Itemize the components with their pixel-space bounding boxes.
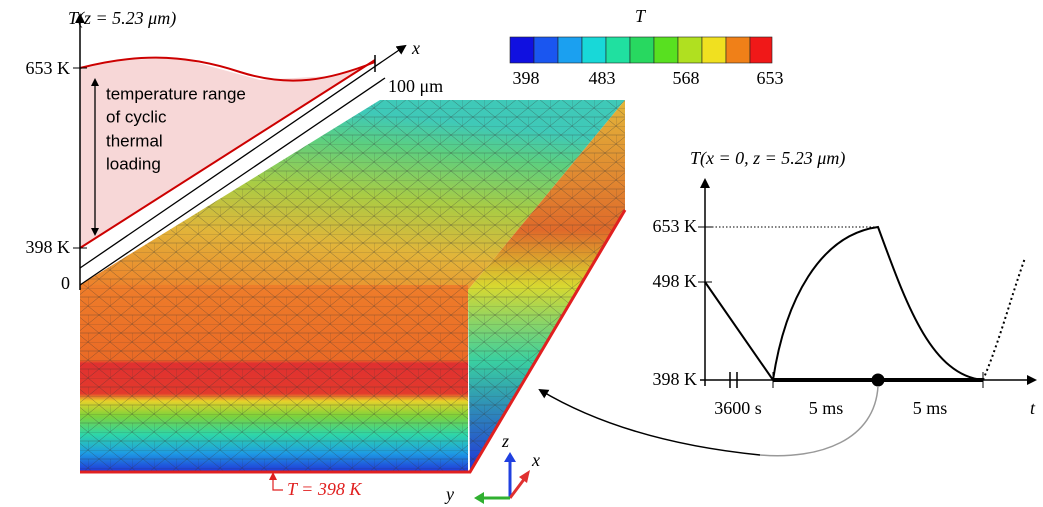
mesh-block bbox=[80, 100, 627, 474]
boundary-label: T = 398 K bbox=[287, 479, 362, 499]
x-label: 3600 s bbox=[714, 398, 762, 418]
t-axis-label: t bbox=[1030, 398, 1036, 418]
x-label: 5 ms bbox=[809, 398, 844, 418]
tick-label: 498 K bbox=[653, 271, 698, 291]
triad-label: z bbox=[501, 431, 509, 451]
x-axis-label: x bbox=[411, 38, 420, 58]
colorbar-title: T bbox=[635, 6, 647, 26]
annotation: temperature range bbox=[106, 84, 246, 103]
annotation: of cyclic bbox=[106, 107, 167, 126]
colorbar bbox=[509, 36, 773, 64]
right-axis-label: T(x = 0, z = 5.23 μm) bbox=[690, 148, 845, 169]
colorbar-tick: 398 bbox=[513, 68, 540, 88]
colorbar-tick: 653 bbox=[757, 68, 784, 88]
colorbar-tick: 568 bbox=[673, 68, 700, 88]
right-plot bbox=[538, 178, 1037, 457]
tick-label: 398 K bbox=[26, 237, 71, 257]
triad-label: y bbox=[444, 484, 454, 504]
tick-label: 0 bbox=[61, 273, 70, 293]
tick-label: 653 K bbox=[653, 216, 698, 236]
tick-label: 653 K bbox=[26, 58, 71, 78]
annotation: loading bbox=[106, 154, 161, 173]
tick-label: 398 K bbox=[653, 369, 698, 389]
annotation: thermal bbox=[106, 131, 163, 150]
left-axis-label: T(z = 5.23 μm) bbox=[68, 8, 176, 29]
left-plot bbox=[73, 13, 407, 290]
x-label: 5 ms bbox=[913, 398, 948, 418]
triad-label: x bbox=[531, 450, 540, 470]
colorbar-tick: 483 bbox=[589, 68, 616, 88]
x-end-label: 100 μm bbox=[388, 76, 443, 96]
axes-triad bbox=[474, 452, 530, 504]
